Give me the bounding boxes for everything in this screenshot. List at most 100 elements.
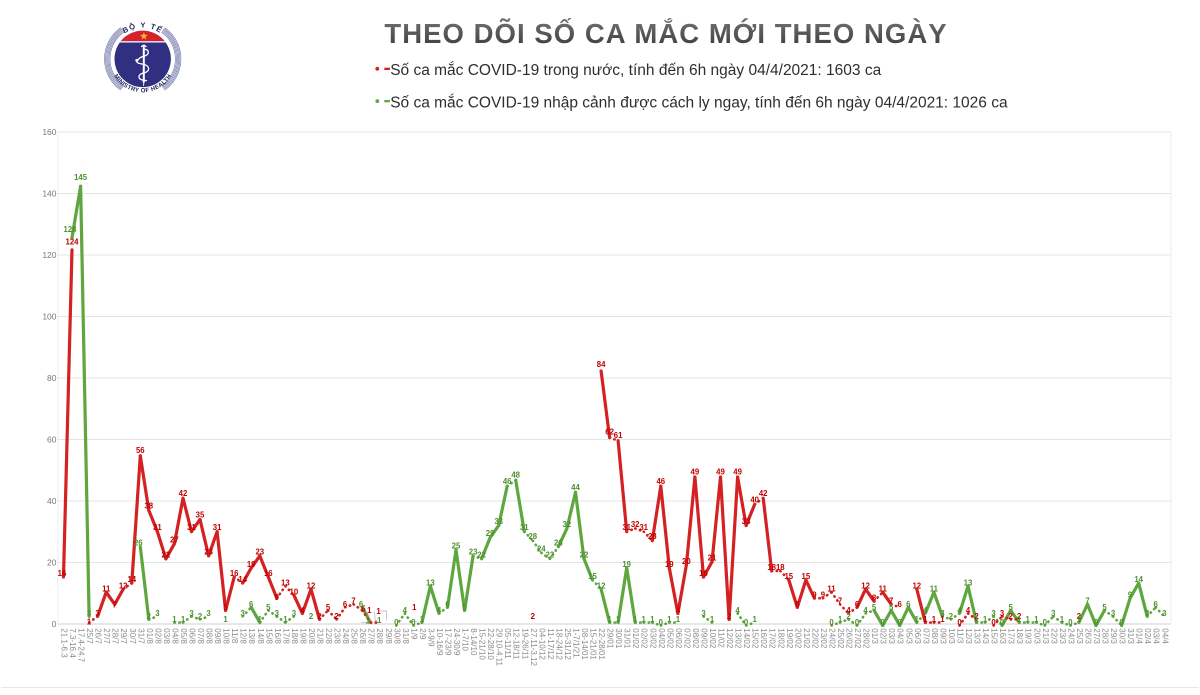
svg-text:160: 160 bbox=[42, 127, 56, 137]
svg-text:0: 0 bbox=[394, 618, 399, 627]
svg-text:27/8: 27/8 bbox=[367, 628, 376, 644]
svg-text:26/3: 26/3 bbox=[1084, 628, 1093, 644]
svg-text:2: 2 bbox=[198, 612, 203, 621]
svg-text:3: 3 bbox=[1111, 609, 1116, 618]
svg-text:29/3: 29/3 bbox=[1109, 628, 1118, 644]
svg-text:40: 40 bbox=[47, 496, 57, 506]
svg-text:15/3: 15/3 bbox=[990, 628, 999, 644]
svg-text:18/8: 18/8 bbox=[290, 628, 299, 644]
svg-text:17.4-24.7: 17.4-24.7 bbox=[77, 628, 86, 662]
svg-text:128: 128 bbox=[63, 225, 77, 234]
svg-text:09/02: 09/02 bbox=[700, 628, 709, 649]
svg-text:10-16/9: 10-16/9 bbox=[435, 628, 444, 656]
svg-text:11/8: 11/8 bbox=[230, 628, 239, 644]
svg-text:8: 8 bbox=[872, 594, 877, 603]
svg-text:14/8: 14/8 bbox=[256, 628, 265, 644]
svg-text:60: 60 bbox=[47, 434, 57, 444]
svg-text:21: 21 bbox=[708, 554, 717, 563]
svg-text:30/7: 30/7 bbox=[128, 628, 137, 644]
svg-text:28/7: 28/7 bbox=[111, 628, 120, 644]
svg-text:1: 1 bbox=[607, 615, 612, 624]
svg-text:15-21/01: 15-21/01 bbox=[589, 628, 598, 660]
svg-text:04/3: 04/3 bbox=[896, 628, 905, 644]
svg-text:1: 1 bbox=[172, 615, 177, 624]
svg-text:22-28/10: 22-28/10 bbox=[486, 628, 495, 660]
svg-text:2: 2 bbox=[1017, 612, 1022, 621]
svg-text:22/8: 22/8 bbox=[324, 628, 333, 644]
svg-text:12: 12 bbox=[307, 581, 316, 590]
svg-text:15/02: 15/02 bbox=[751, 628, 760, 649]
svg-text:05/8: 05/8 bbox=[179, 628, 188, 644]
svg-text:6: 6 bbox=[855, 600, 860, 609]
svg-text:5: 5 bbox=[462, 603, 467, 612]
svg-text:13: 13 bbox=[964, 578, 973, 587]
svg-text:7.3-16.4: 7.3-16.4 bbox=[68, 628, 77, 658]
svg-text:24: 24 bbox=[537, 545, 546, 554]
svg-text:03/8: 03/8 bbox=[162, 628, 171, 644]
svg-text:0: 0 bbox=[1068, 618, 1073, 627]
svg-text:1: 1 bbox=[710, 615, 715, 624]
svg-text:0: 0 bbox=[1000, 618, 1005, 627]
svg-text:30/8: 30/8 bbox=[392, 628, 401, 644]
svg-text:49: 49 bbox=[733, 468, 742, 477]
svg-text:4: 4 bbox=[735, 606, 740, 615]
svg-text:14/3: 14/3 bbox=[981, 628, 990, 644]
svg-text:28/02: 28/02 bbox=[862, 628, 871, 649]
svg-text:4: 4 bbox=[923, 606, 928, 615]
svg-text:23/02: 23/02 bbox=[819, 628, 828, 649]
svg-text:0: 0 bbox=[1094, 618, 1099, 627]
svg-text:56: 56 bbox=[136, 446, 145, 455]
svg-text:16/3: 16/3 bbox=[998, 628, 1007, 644]
svg-text:7: 7 bbox=[351, 597, 355, 606]
svg-text:20: 20 bbox=[47, 557, 57, 567]
svg-text:18-24/12: 18-24/12 bbox=[554, 628, 563, 660]
svg-text:1: 1 bbox=[258, 615, 263, 624]
svg-text:3: 3 bbox=[189, 609, 194, 618]
svg-text:1: 1 bbox=[283, 615, 288, 624]
svg-text:11: 11 bbox=[102, 584, 111, 593]
svg-text:28/8: 28/8 bbox=[375, 628, 384, 644]
svg-text:12-18/11: 12-18/11 bbox=[512, 628, 521, 660]
svg-text:25/02: 25/02 bbox=[836, 628, 845, 649]
svg-text:42: 42 bbox=[179, 489, 188, 498]
svg-text:1: 1 bbox=[983, 615, 988, 624]
svg-text:2: 2 bbox=[949, 612, 954, 621]
svg-text:07/3: 07/3 bbox=[921, 628, 930, 644]
svg-text:5: 5 bbox=[1009, 603, 1014, 612]
svg-text:25/8: 25/8 bbox=[350, 628, 359, 644]
svg-text:31/3: 31/3 bbox=[1126, 628, 1135, 644]
svg-text:1: 1 bbox=[974, 615, 979, 624]
svg-text:4: 4 bbox=[300, 606, 305, 615]
svg-text:1-7/1/21: 1-7/1/21 bbox=[572, 628, 581, 658]
svg-text:2: 2 bbox=[846, 612, 851, 621]
svg-text:16: 16 bbox=[699, 569, 708, 578]
svg-text:6: 6 bbox=[898, 600, 903, 609]
svg-text:04-10/12: 04-10/12 bbox=[537, 628, 546, 660]
svg-text:3: 3 bbox=[1000, 609, 1005, 618]
svg-text:0: 0 bbox=[829, 618, 834, 627]
svg-text:3: 3 bbox=[206, 609, 211, 618]
svg-text:31/01: 31/01 bbox=[623, 628, 632, 649]
svg-text:3: 3 bbox=[1145, 609, 1150, 618]
svg-text:33: 33 bbox=[742, 517, 751, 526]
svg-text:20/3: 20/3 bbox=[1032, 628, 1041, 644]
svg-text:23: 23 bbox=[204, 548, 213, 557]
svg-text:2: 2 bbox=[1009, 612, 1014, 621]
svg-text:11: 11 bbox=[827, 584, 836, 593]
svg-text:46: 46 bbox=[503, 477, 512, 486]
svg-text:2: 2 bbox=[531, 612, 536, 621]
svg-text:26: 26 bbox=[134, 538, 143, 547]
svg-text:12: 12 bbox=[861, 581, 870, 590]
svg-text:11-17/12: 11-17/12 bbox=[546, 628, 555, 660]
svg-text:0: 0 bbox=[411, 618, 416, 627]
svg-text:4: 4 bbox=[676, 606, 681, 615]
svg-text:1: 1 bbox=[420, 615, 425, 624]
svg-text:6: 6 bbox=[1154, 600, 1159, 609]
svg-text:6: 6 bbox=[795, 600, 800, 609]
svg-text:1: 1 bbox=[633, 615, 638, 624]
svg-text:12: 12 bbox=[119, 581, 128, 590]
svg-text:100: 100 bbox=[42, 311, 56, 321]
svg-text:0: 0 bbox=[957, 618, 962, 627]
svg-text:26/02: 26/02 bbox=[845, 628, 854, 649]
svg-text:18/02: 18/02 bbox=[776, 628, 785, 649]
